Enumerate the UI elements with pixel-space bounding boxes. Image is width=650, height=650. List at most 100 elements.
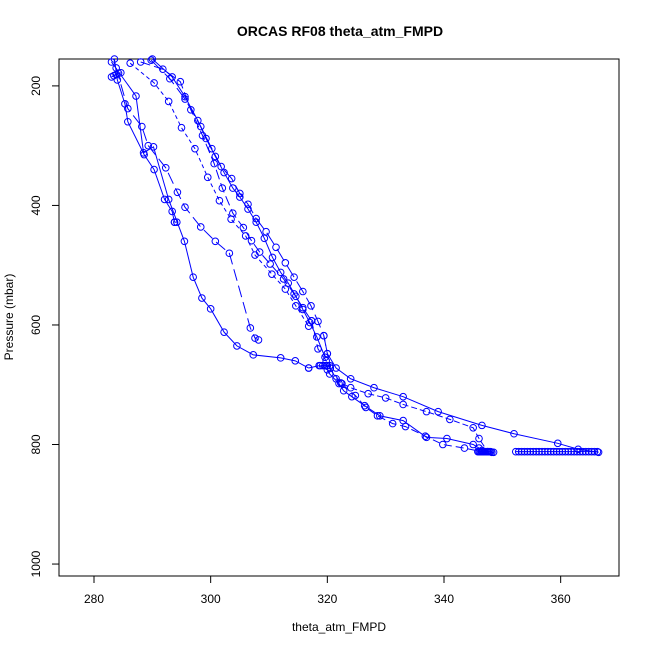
- data-point: [107, 58, 116, 66]
- data-point: [225, 249, 234, 258]
- data-point: [561, 447, 570, 456]
- data-point: [538, 447, 546, 456]
- data-point: [320, 331, 328, 340]
- data-point: [517, 447, 526, 456]
- y-axis: 200 400 600 800 1000: [29, 76, 60, 577]
- data-point: [161, 163, 170, 172]
- data-point: [148, 55, 157, 63]
- series-4: [112, 64, 263, 344]
- data-point: [475, 434, 483, 443]
- data-point: [229, 184, 237, 192]
- series-6: [136, 58, 316, 325]
- data-point: [544, 447, 552, 456]
- data-point: [220, 168, 228, 177]
- data-point: [439, 440, 447, 449]
- data-point: [549, 447, 558, 456]
- y-tick-label: 400: [29, 195, 43, 215]
- data-point: [251, 334, 259, 342]
- series-line: [311, 320, 494, 453]
- data-point: [291, 357, 300, 365]
- data-point: [220, 328, 228, 336]
- data-point: [446, 415, 454, 424]
- data-point: [306, 318, 314, 327]
- data-point: [117, 68, 125, 77]
- data-point: [124, 117, 132, 126]
- data-point: [299, 305, 307, 314]
- data-point: [469, 423, 477, 432]
- series-11: [320, 331, 492, 456]
- data-point: [246, 324, 255, 332]
- data-point: [362, 403, 370, 412]
- data-point: [332, 364, 340, 372]
- data-point: [552, 447, 561, 456]
- plot-frame: [58, 58, 620, 577]
- data-point: [239, 223, 248, 232]
- series-2: [170, 218, 181, 226]
- data-point: [401, 422, 410, 431]
- data-point: [272, 243, 280, 252]
- data-point: [284, 279, 293, 287]
- series-line: [326, 353, 599, 453]
- data-point: [276, 354, 285, 362]
- data-point: [160, 195, 169, 204]
- data-point: [360, 401, 369, 410]
- series-line: [150, 59, 328, 354]
- data-point: [346, 383, 355, 392]
- data-point: [529, 447, 538, 456]
- data-point: [510, 429, 518, 438]
- data-point: [244, 200, 252, 209]
- data-point: [511, 447, 520, 456]
- series-line: [323, 335, 489, 452]
- series-line: [111, 61, 309, 369]
- data-point: [217, 162, 225, 171]
- data-point: [546, 447, 555, 456]
- data-point: [292, 292, 300, 301]
- data-point: [558, 447, 567, 456]
- data-point: [126, 59, 134, 67]
- data-point: [150, 79, 158, 87]
- y-tick-label: 200: [29, 76, 43, 96]
- data-point: [268, 270, 276, 278]
- data-point: [376, 412, 384, 420]
- data-point: [564, 447, 573, 456]
- data-point: [177, 123, 186, 132]
- series-10: [307, 316, 498, 457]
- data-point: [299, 287, 307, 296]
- data-point: [203, 173, 212, 182]
- data-point: [255, 248, 264, 256]
- y-tick-label: 600: [29, 315, 43, 335]
- data-point: [211, 152, 220, 161]
- y-tick-label: 800: [29, 434, 43, 454]
- data-point: [514, 447, 523, 456]
- data-point: [249, 351, 258, 359]
- data-point: [346, 374, 355, 383]
- data-point: [555, 447, 564, 456]
- data-point: [314, 345, 322, 353]
- data-point: [196, 223, 205, 231]
- series-3: [107, 58, 313, 372]
- data-point: [443, 434, 451, 443]
- data-point: [478, 421, 486, 430]
- data-point: [460, 444, 469, 452]
- data-point: [307, 316, 316, 325]
- data-point: [567, 447, 575, 456]
- data-point: [164, 195, 173, 204]
- data-point: [590, 447, 599, 456]
- data-point: [323, 349, 332, 358]
- data-point: [535, 447, 543, 456]
- data-point: [422, 407, 431, 416]
- data-point: [292, 302, 300, 310]
- x-axis-label: theta_atm_FMPD: [292, 620, 386, 634]
- data-point: [523, 447, 532, 456]
- data-point: [138, 122, 146, 131]
- data-point: [124, 104, 132, 113]
- y-tick-label: 1000: [29, 550, 43, 577]
- data-point: [570, 447, 578, 456]
- x-tick-label: 320: [317, 592, 337, 606]
- data-point: [166, 74, 174, 83]
- data-point: [180, 237, 189, 246]
- series-8: [147, 56, 332, 358]
- data-point: [541, 447, 549, 456]
- chart-title: ORCAS RF08 theta_atm_FMPD: [237, 23, 443, 39]
